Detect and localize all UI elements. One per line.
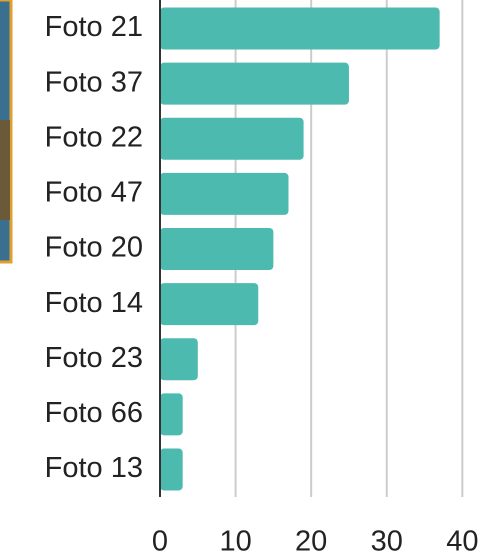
x-tick-label: 20: [295, 526, 327, 557]
x-tick-label: 0: [152, 526, 168, 557]
y-tick-label: Foto 37: [45, 66, 143, 98]
chart: 0 10 20 30 40 Foto 21 Foto 37 Foto 22 Foto 47 Fot…: [0, 0, 485, 557]
bar: [160, 393, 183, 435]
bar: [160, 118, 304, 160]
x-tick-label: 40: [446, 526, 478, 557]
bar: [160, 8, 440, 50]
x-tick-label: 10: [219, 526, 251, 557]
y-tick-label: Foto 14: [45, 287, 143, 319]
y-tick-label: Foto 66: [45, 397, 143, 429]
y-tick-label: Foto 23: [45, 342, 143, 374]
y-tick-label: Foto 22: [45, 121, 143, 153]
bar: [160, 228, 273, 270]
x-tick-label: 30: [371, 526, 403, 557]
y-tick-label: Foto 20: [45, 232, 143, 264]
y-tick-label: Foto 47: [45, 177, 143, 209]
bar: [160, 338, 198, 380]
thumbnail: [0, 0, 11, 262]
bar: [160, 283, 258, 325]
y-tick-label: Foto 13: [45, 452, 143, 484]
bar: [160, 63, 349, 105]
thumbnail-detail: [0, 120, 10, 220]
bar: [160, 448, 183, 490]
y-tick-label: Foto 21: [45, 11, 143, 43]
bar: [160, 173, 288, 215]
